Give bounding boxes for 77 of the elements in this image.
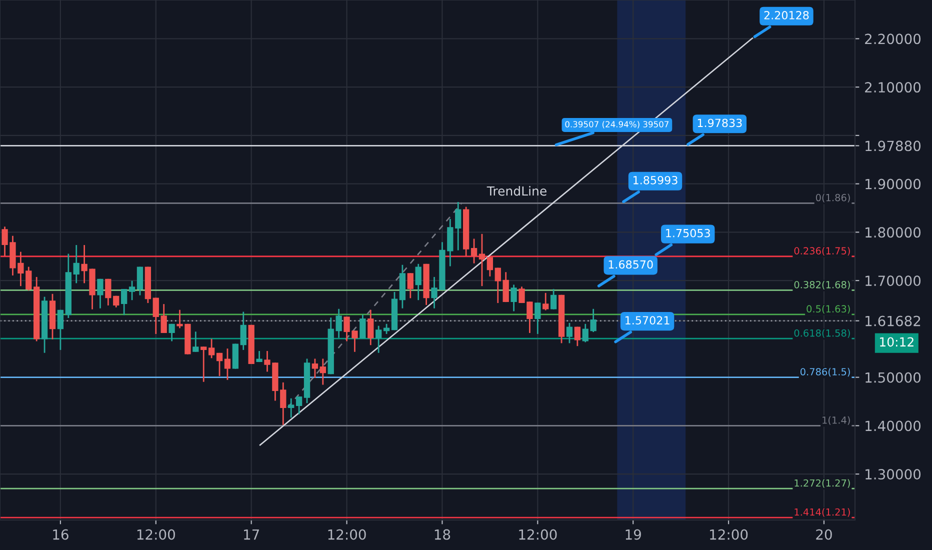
candlestick <box>376 326 382 353</box>
candlestick <box>574 326 581 346</box>
annotation: 1.75053 <box>666 228 710 238</box>
ref-line-label: 0.618(1.58) <box>794 329 850 338</box>
y-tick-label: 1.40000 <box>866 420 921 432</box>
candlestick <box>192 332 199 352</box>
candlestick <box>534 302 541 334</box>
candlestick <box>542 292 549 310</box>
candlestick <box>136 266 144 296</box>
ref-line-label: 0(1.86) <box>816 194 850 202</box>
x-tick-label: 19 <box>626 529 641 540</box>
candlestick <box>455 202 462 250</box>
x-tick-label: 12:00 <box>710 529 748 540</box>
candlestick <box>415 264 422 300</box>
candlestick <box>566 322 573 344</box>
x-tick-label: 12:00 <box>137 529 175 540</box>
y-tick-label: 1.30000 <box>866 469 921 480</box>
ref-line-label: 0.236(1.75) <box>794 246 850 256</box>
ref-line-label: 1(1.4) <box>822 416 850 425</box>
candlestick <box>232 344 239 369</box>
candlestick <box>494 268 501 304</box>
annotation: 1.85993 <box>634 176 678 184</box>
candlestick <box>312 358 318 378</box>
x-tick-label: 16 <box>53 529 68 540</box>
candlestick <box>152 298 159 334</box>
series-label: TrendLine <box>486 186 546 196</box>
y-tick-label: 1.97880 <box>866 140 921 152</box>
x-tick-label: 17 <box>244 529 259 540</box>
candlestick <box>478 234 486 286</box>
y-tick-label: 1.90000 <box>866 178 921 190</box>
y-tick-label: 1.70000 <box>866 276 921 286</box>
candlestick <box>97 278 104 308</box>
ref-line-label: 0.382(1.68) <box>794 280 850 290</box>
annotation: 0.39507 (24.94%) 39507 <box>565 120 669 128</box>
candlestick <box>407 273 414 298</box>
ref-line-label: 0.5(1.63) <box>806 305 850 314</box>
candlestick <box>168 324 175 342</box>
candlestick <box>320 358 326 385</box>
y-tick-label: 2.10000 <box>865 82 921 93</box>
candlestick <box>216 352 223 376</box>
candlestick <box>57 310 64 350</box>
candlestick <box>550 289 557 310</box>
y-tick-label: 1.61682 <box>866 316 920 326</box>
candlestick <box>510 284 517 312</box>
candlestick <box>256 350 262 362</box>
y-tick-label: 1.80000 <box>866 227 921 238</box>
annotation: 2.20128 <box>764 10 809 20</box>
candlestick <box>73 245 80 284</box>
annotation: 1.57021 <box>626 316 670 325</box>
candlestick <box>240 312 246 350</box>
candlestick <box>208 338 215 358</box>
x-tick-label: 12:00 <box>328 529 366 540</box>
candlestick <box>113 296 120 308</box>
ref-line-label: 1.272(1.27) <box>794 479 850 488</box>
y-tick-label: 2.20000 <box>865 34 921 44</box>
x-tick-label: 20 <box>816 529 832 540</box>
candlestick <box>470 238 478 264</box>
candlestick <box>105 278 112 306</box>
candlestick <box>224 348 231 380</box>
candlestick <box>200 346 207 382</box>
ref-line-label: 0.786(1.5) <box>800 368 850 377</box>
annotation: 1.68570 <box>608 260 653 269</box>
candlestick <box>120 289 128 316</box>
x-tick-label: 12:00 <box>519 529 557 540</box>
x-tick-label: 18 <box>434 529 450 540</box>
candlestick <box>486 257 494 276</box>
candlestick <box>368 310 374 346</box>
y-tick-label: 1.50000 <box>866 372 921 383</box>
candlestick <box>160 304 167 334</box>
text: 10:12 <box>880 337 914 347</box>
candlestick <box>502 272 509 302</box>
candlestick <box>360 314 366 338</box>
candlestick <box>296 396 302 414</box>
annotation: 1.97833 <box>698 118 742 128</box>
candlestick <box>288 398 294 418</box>
candlestick <box>128 280 136 300</box>
ref-line-label: 1.414(1.21) <box>794 508 850 517</box>
